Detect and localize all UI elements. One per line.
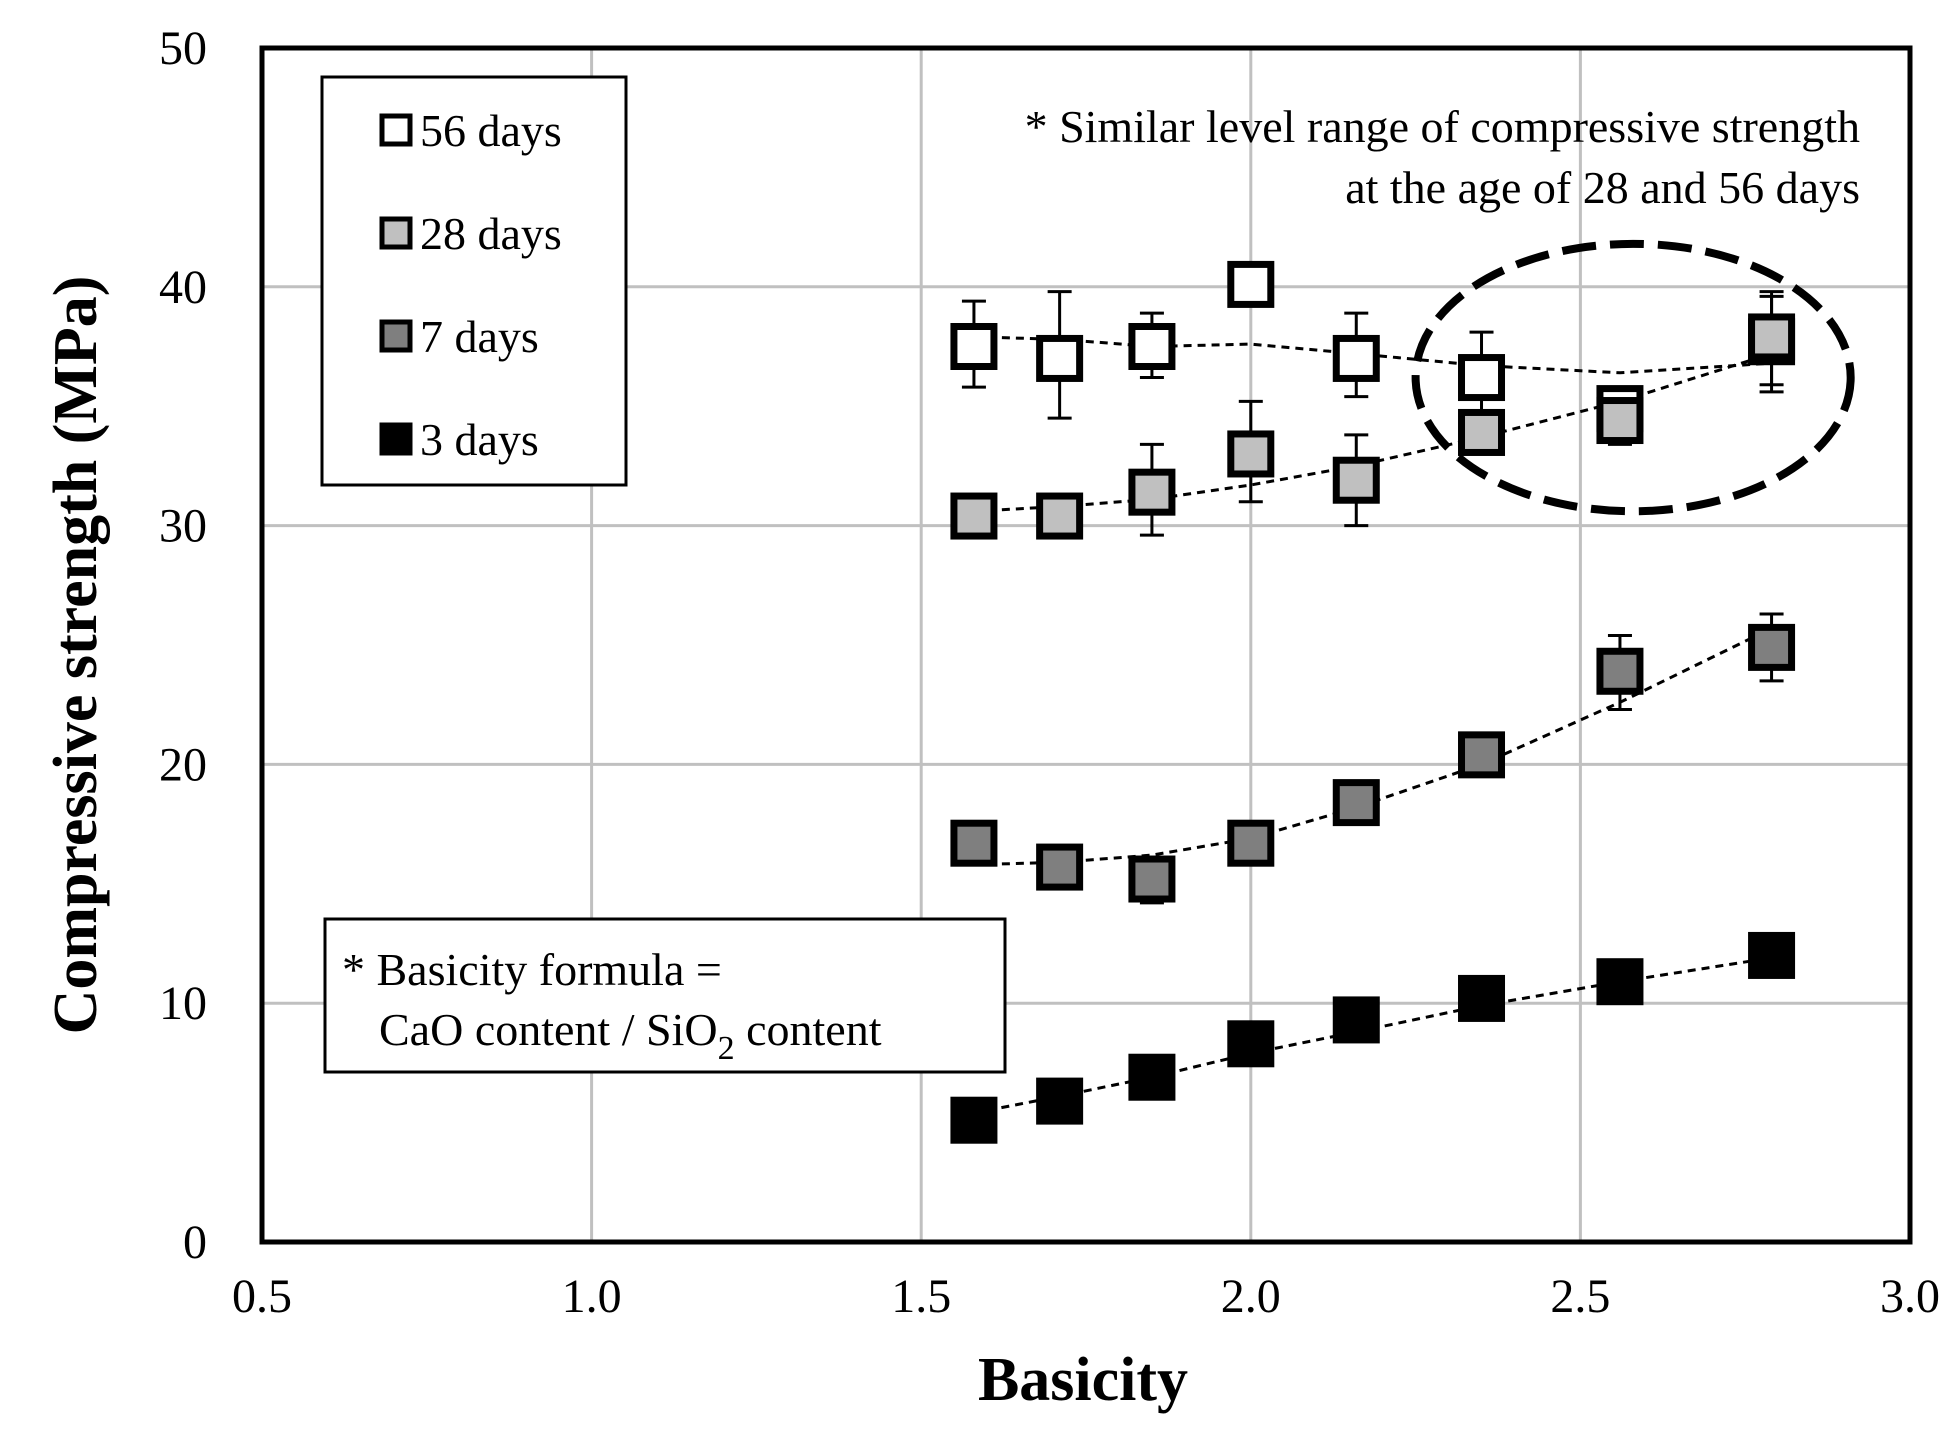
legend-label-d56: 56 days: [420, 105, 562, 156]
point-d3-2: [1128, 1053, 1176, 1101]
y-tick-label-20: 20: [159, 738, 207, 791]
point-d28-3: [1227, 430, 1275, 478]
legend-swatch-d3: [379, 422, 413, 456]
legend: 56 days 28 days 7 days 3 days: [320, 75, 628, 487]
point-d56-1: [1036, 334, 1084, 382]
y-tick-label-50: 50: [159, 22, 207, 75]
point-d56-3: [1227, 260, 1275, 308]
point-d3-1: [1036, 1077, 1084, 1125]
point-d3-7: [1748, 931, 1796, 979]
x-tick-label-1.0: 1.0: [562, 1270, 622, 1323]
formula-line-1: * Basicity formula =: [342, 944, 722, 995]
legend-swatch-d7: [379, 319, 413, 353]
formula-line-2: CaO content / SiO2 content: [379, 1004, 882, 1067]
similar-range-ellipse: [1411, 239, 1855, 516]
formula-box: [323, 917, 1007, 1074]
formula-note: * Basicity formula = CaO content / SiO2 …: [323, 917, 1007, 1074]
point-d28-6: [1596, 397, 1644, 445]
point-d3-3: [1227, 1020, 1275, 1068]
y-axis-title: Compressive strength (MPa): [42, 276, 110, 1035]
data-points: [950, 260, 1796, 1144]
point-d7-2: [1128, 855, 1176, 903]
top-note: * Similar level range of compressive str…: [1025, 101, 1860, 213]
y-tick-label-10: 10: [159, 977, 207, 1030]
x-tick-label-3.0: 3.0: [1880, 1270, 1940, 1323]
formula-subscript: 2: [718, 1030, 735, 1067]
formula-tail: content: [735, 1004, 882, 1055]
point-d56-0: [950, 323, 998, 370]
plot-area-frame: [259, 45, 1913, 1245]
legend-label-d28: 28 days: [420, 208, 562, 259]
top-note-line-2: at the age of 28 and 56 days: [1345, 162, 1860, 213]
point-d3-0: [950, 1096, 998, 1144]
legend-label-d3: 3 days: [420, 414, 539, 465]
y-tick-label-0: 0: [183, 1216, 207, 1269]
legend-box: [320, 75, 628, 487]
legend-swatch-d56: [379, 113, 413, 147]
point-d28-0: [950, 492, 998, 540]
point-d7-5: [1458, 731, 1506, 779]
point-d56-4: [1332, 334, 1380, 382]
y-tick-label-30: 30: [159, 500, 207, 553]
x-tick-label-1.5: 1.5: [891, 1270, 951, 1323]
point-d7-0: [950, 819, 998, 867]
formula-cao-text: CaO content / SiO: [379, 1004, 718, 1055]
point-d56-2: [1128, 323, 1176, 370]
point-d28-2: [1128, 468, 1176, 516]
point-d56-5: [1458, 354, 1506, 402]
point-d28-7: [1748, 313, 1796, 361]
point-d3-4: [1332, 996, 1380, 1044]
legend-swatch-d28: [379, 216, 413, 250]
point-d28-1: [1036, 492, 1084, 540]
x-tick-label-2.5: 2.5: [1550, 1270, 1610, 1323]
y-tick-label-40: 40: [159, 261, 207, 314]
point-d3-6: [1596, 958, 1644, 1006]
point-d7-7: [1748, 623, 1796, 671]
x-axis-title: Basicity: [978, 1346, 1188, 1414]
axis-ticks: 0.5 1.0 1.5 2.0 2.5 3.0 0 10 20 30 40 50: [159, 22, 1940, 1323]
point-d28-5: [1458, 408, 1506, 456]
point-d3-5: [1458, 974, 1506, 1022]
point-d7-1: [1036, 843, 1084, 891]
x-tick-label-2.0: 2.0: [1221, 1270, 1281, 1323]
trendline-d7: [973, 626, 1773, 867]
point-d7-3: [1227, 819, 1275, 867]
point-d7-6: [1596, 647, 1644, 695]
legend-label-d7: 7 days: [420, 311, 539, 362]
x-tick-label-0.5: 0.5: [232, 1270, 292, 1323]
point-d28-4: [1332, 456, 1380, 504]
point-d7-4: [1332, 779, 1380, 827]
top-note-line-1: * Similar level range of compressive str…: [1025, 101, 1860, 152]
